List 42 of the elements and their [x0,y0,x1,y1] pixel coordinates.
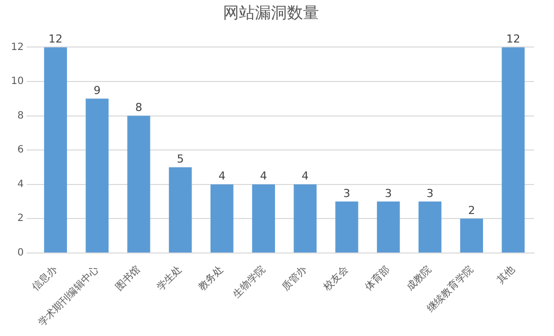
bar [502,47,525,252]
y-tick-label: 12 [10,42,24,53]
bar [460,218,484,252]
bar [418,202,442,252]
y-tick-label: 0 [17,248,24,259]
x-tick-label: 学生处 [154,264,184,294]
x-tick-label: 生物学院 [230,264,268,300]
y-tick-label: 2 [17,213,24,224]
bar [127,116,150,252]
y-tick-label: 6 [17,144,24,156]
bar [252,184,275,252]
x-tick-label: 体育部 [362,264,392,294]
chart-title: 网站漏洞数量 [223,2,319,22]
bar [44,47,67,252]
data-label: 3 [426,186,434,200]
data-label: 12 [48,32,63,46]
x-tick-label: 成教院 [404,264,434,294]
bar [376,202,400,252]
data-label: 4 [260,170,268,183]
y-tick-label: 10 [10,76,24,88]
y-tick-label: 8 [17,110,24,122]
x-tick-label: 图书馆 [112,264,143,294]
data-label: 5 [176,152,184,166]
x-tick-label: 信息办 [30,264,60,294]
bar [168,167,192,252]
data-label: 4 [218,170,226,183]
data-label: 8 [135,101,142,114]
bar [210,184,234,252]
x-tick-label: 校友会 [320,264,351,294]
data-label: 3 [343,186,350,200]
x-tick-label: 教务处 [196,264,226,294]
data-label: 12 [506,32,520,46]
data-label: 9 [94,84,101,97]
bar [86,98,109,252]
x-tick-label: 质管办 [279,264,310,294]
data-label: 4 [302,170,309,183]
y-tick-label: 4 [17,178,24,190]
x-tick-label: 其他 [494,264,518,286]
bar [294,184,317,252]
bar [335,202,358,252]
data-label: 2 [468,204,476,218]
data-label: 3 [384,186,392,200]
